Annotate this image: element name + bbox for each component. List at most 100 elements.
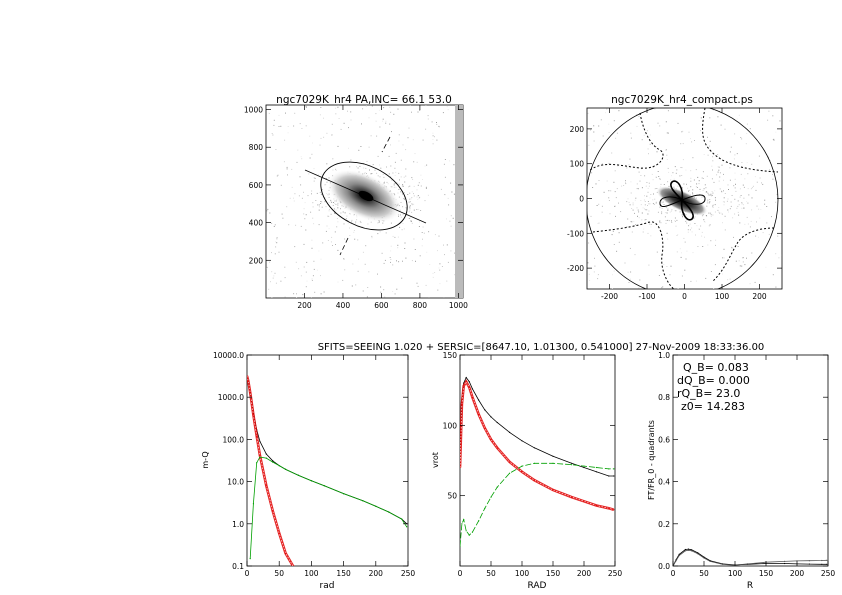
noise-speck bbox=[735, 190, 737, 192]
noise-speck bbox=[383, 289, 385, 291]
noise-speck bbox=[407, 194, 409, 195]
noise-speck bbox=[760, 209, 762, 210]
data-point bbox=[490, 438, 492, 440]
noise-speck bbox=[629, 158, 631, 160]
noise-speck bbox=[707, 154, 709, 156]
noise-speck bbox=[362, 290, 364, 292]
noise-speck bbox=[705, 187, 707, 189]
noise-speck bbox=[717, 116, 719, 118]
noise-speck bbox=[414, 249, 416, 250]
noise-speck bbox=[394, 161, 396, 163]
y-tick-label: 800 bbox=[249, 143, 264, 152]
series-line-hatch bbox=[247, 375, 294, 566]
vrot-ylabel: vrot bbox=[431, 452, 440, 468]
ft-lines bbox=[673, 548, 828, 566]
noise-speck bbox=[668, 220, 670, 222]
noise-speck bbox=[601, 205, 603, 207]
y-tick-label: 150 bbox=[443, 351, 458, 360]
noise-speck bbox=[394, 236, 396, 238]
noise-speck bbox=[400, 202, 402, 203]
noise-speck bbox=[382, 222, 384, 224]
noise-speck bbox=[615, 137, 617, 139]
noise-speck bbox=[343, 258, 345, 259]
noise-speck bbox=[681, 175, 683, 176]
noise-speck bbox=[648, 264, 650, 266]
noise-speck bbox=[706, 202, 708, 204]
noise-speck bbox=[273, 225, 275, 227]
noise-speck bbox=[680, 167, 682, 168]
noise-speck bbox=[682, 159, 684, 161]
noise-speck bbox=[685, 214, 687, 216]
noise-speck bbox=[409, 207, 411, 209]
noise-speck bbox=[334, 212, 335, 214]
noise-speck bbox=[351, 285, 353, 287]
noise-speck bbox=[300, 225, 302, 227]
noise-speck bbox=[320, 203, 322, 204]
noise-speck bbox=[330, 201, 332, 203]
noise-speck bbox=[287, 126, 289, 127]
noise-speck bbox=[606, 180, 608, 182]
noise-speck bbox=[305, 271, 307, 273]
y-tick-label: 200 bbox=[249, 256, 264, 265]
noise-speck bbox=[757, 236, 759, 238]
data-point bbox=[509, 461, 511, 463]
noise-speck bbox=[355, 221, 357, 223]
noise-speck bbox=[652, 199, 654, 201]
noise-speck bbox=[747, 202, 749, 204]
noise-speck bbox=[640, 204, 642, 206]
noise-speck bbox=[320, 275, 321, 277]
noise-speck bbox=[727, 198, 729, 200]
y-tick-label: 0.1 bbox=[232, 562, 244, 571]
noise-speck bbox=[344, 238, 346, 240]
noise-speck bbox=[269, 212, 271, 214]
noise-speck bbox=[391, 179, 393, 181]
noise-speck bbox=[737, 205, 739, 207]
noise-speck bbox=[680, 256, 682, 258]
noise-speck bbox=[681, 131, 683, 133]
noise-speck bbox=[440, 188, 442, 190]
noise-speck bbox=[335, 209, 337, 211]
noise-speck bbox=[405, 207, 407, 209]
noise-speck bbox=[758, 155, 760, 157]
noise-speck bbox=[650, 203, 652, 205]
noise-speck bbox=[659, 178, 661, 179]
noise-speck bbox=[654, 188, 656, 190]
noise-speck bbox=[655, 146, 657, 148]
data-point bbox=[256, 462, 258, 464]
noise-speck bbox=[735, 183, 736, 185]
data-point bbox=[272, 461, 274, 463]
noise-speck bbox=[405, 168, 407, 170]
noise-speck bbox=[394, 182, 396, 184]
mass-axes: 0 50 100 150 200 250 0.1 1.0 10.0 100.0 1000.0 1000… bbox=[213, 351, 415, 578]
data-point bbox=[608, 468, 610, 470]
data-point bbox=[406, 526, 408, 528]
noise-speck bbox=[331, 201, 333, 203]
noise-speck bbox=[681, 167, 683, 169]
noise-speck bbox=[707, 192, 709, 194]
noise-speck bbox=[608, 162, 610, 164]
noise-speck bbox=[646, 195, 648, 197]
noise-speck bbox=[648, 210, 650, 212]
data-point bbox=[521, 465, 523, 467]
noise-speck bbox=[300, 184, 302, 186]
noise-speck bbox=[299, 176, 301, 178]
noise-speck bbox=[447, 261, 449, 263]
noise-speck bbox=[404, 248, 406, 249]
noise-speck bbox=[413, 185, 415, 187]
noise-speck bbox=[410, 217, 412, 219]
noise-speck bbox=[295, 224, 297, 226]
noise-speck bbox=[723, 257, 725, 259]
noise-speck bbox=[667, 238, 669, 240]
noise-speck bbox=[398, 134, 400, 136]
noise-speck bbox=[353, 231, 355, 233]
noise-speck bbox=[359, 165, 361, 167]
x-tick-label: 250 bbox=[821, 569, 836, 578]
noise-speck bbox=[295, 261, 297, 263]
noise-speck bbox=[444, 194, 446, 196]
noise-speck bbox=[277, 174, 279, 176]
data-point bbox=[465, 381, 467, 383]
noise-speck bbox=[437, 289, 439, 291]
noise-speck bbox=[417, 285, 419, 287]
noise-speck bbox=[634, 254, 636, 256]
noise-speck bbox=[663, 264, 665, 265]
